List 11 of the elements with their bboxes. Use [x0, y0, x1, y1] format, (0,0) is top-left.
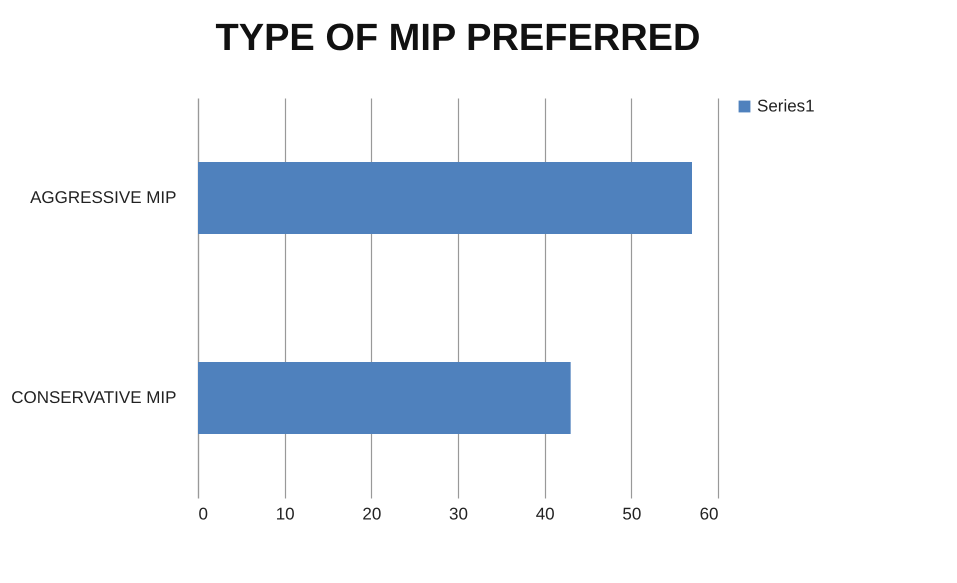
legend-label: Series1 — [757, 96, 815, 116]
x-tick-label: 10 — [276, 504, 295, 524]
x-tick-label: 60 — [700, 504, 718, 524]
x-tick-label: 0 — [198, 504, 208, 524]
x-tick-label: 20 — [362, 504, 382, 524]
x-tick-label: 30 — [449, 504, 468, 524]
x-tick-label: 50 — [622, 504, 642, 524]
x-tick-label: 40 — [536, 504, 555, 524]
y-tick-label: AGGRESSIVE MIP — [30, 188, 176, 207]
y-tick-label: CONSERVATIVE MIP — [11, 388, 176, 407]
chart-title: TYPE OF MIP PREFERRED — [216, 17, 700, 59]
